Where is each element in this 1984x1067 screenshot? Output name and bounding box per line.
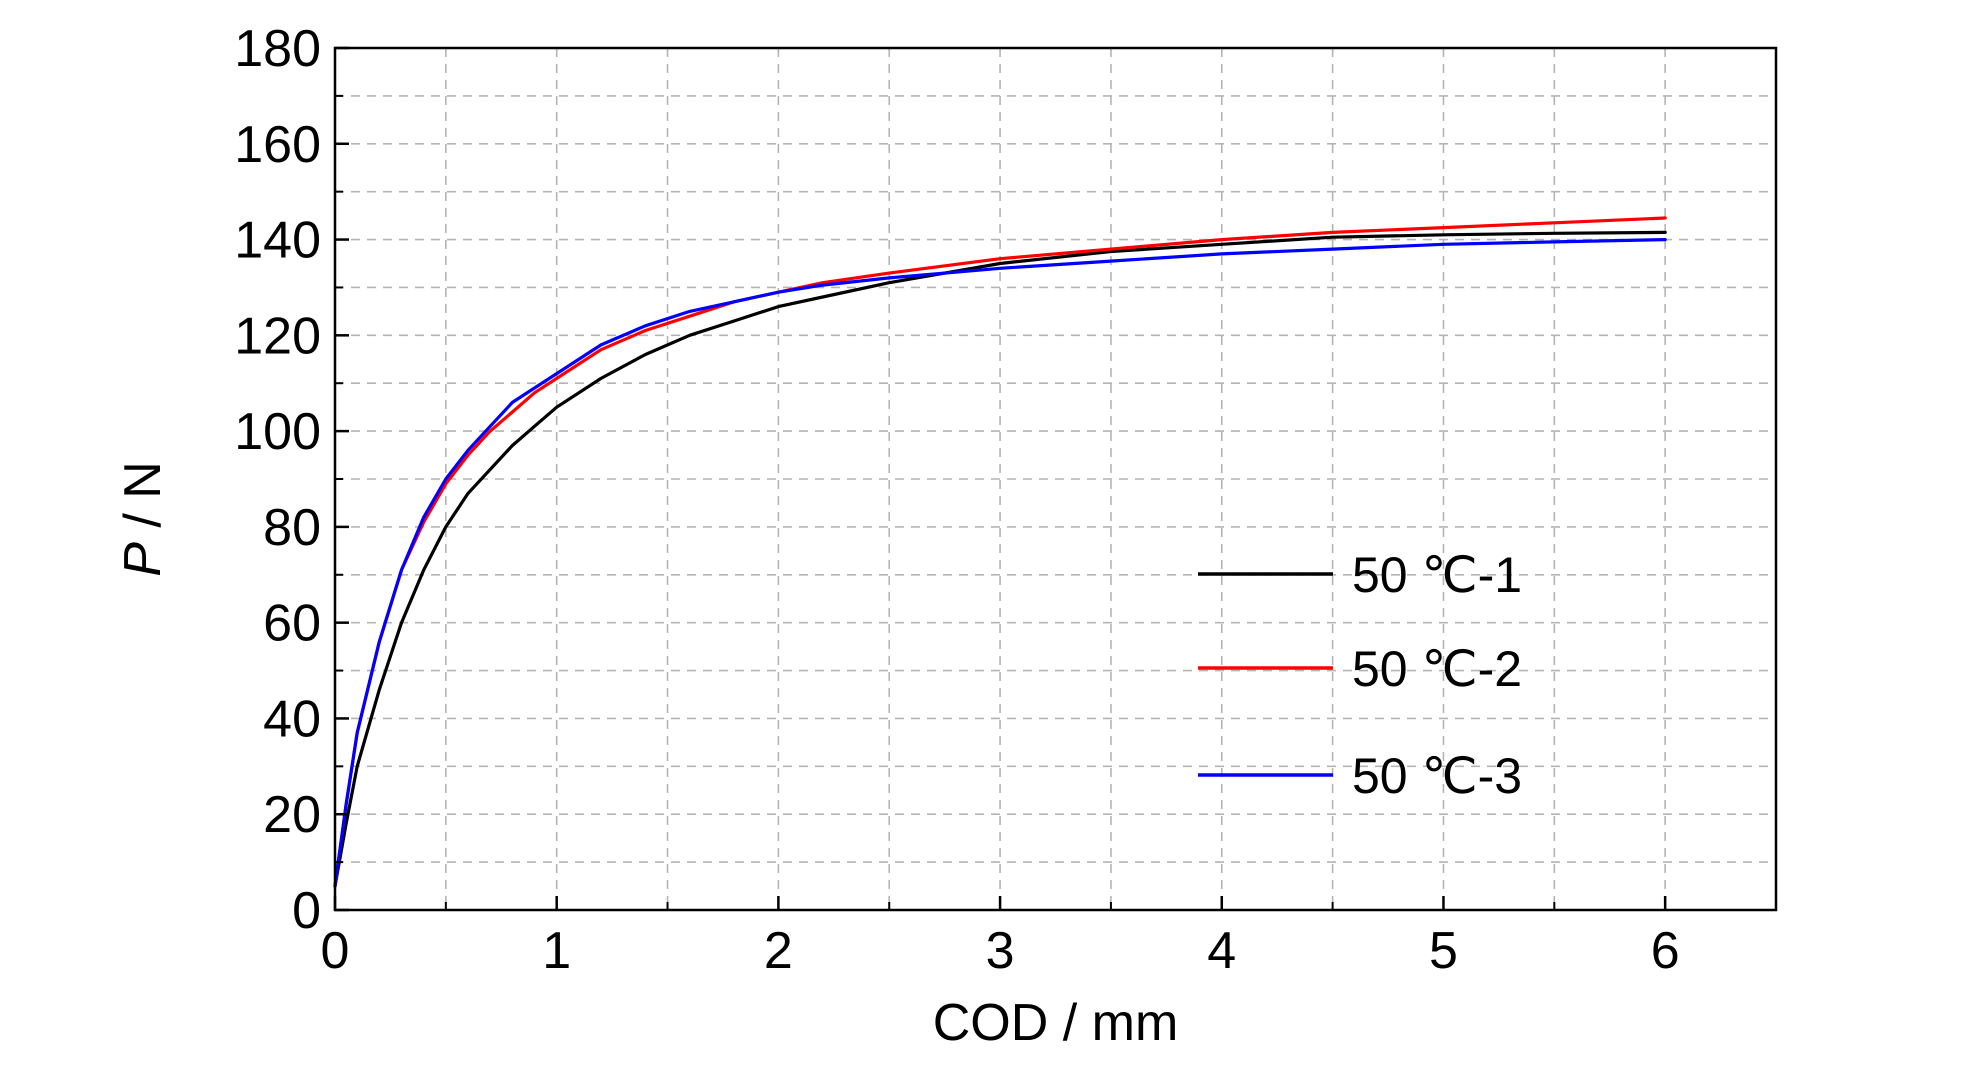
series-line-1 — [333, 230, 1667, 888]
x-axis-title: COD / mm — [933, 994, 1179, 1052]
series-line-3 — [333, 238, 1667, 888]
y-axis-title-symbol: P — [114, 542, 172, 577]
x-tick-label: 1 — [542, 922, 571, 980]
y-tick-label: 40 — [263, 690, 321, 748]
y-tick-label: 20 — [263, 786, 321, 844]
legend-label-2: 50 ℃-2 — [1352, 641, 1522, 697]
x-tick-label: 5 — [1429, 922, 1458, 980]
series-lines — [333, 216, 1667, 888]
y-tick-labels: 0 20 40 60 80 100 120 140 160 180 — [234, 20, 321, 940]
x-tick-label: 2 — [764, 922, 793, 980]
y-tick-label: 60 — [263, 595, 321, 653]
x-tick-label: 3 — [986, 922, 1015, 980]
axis-ticks — [333, 46, 1667, 912]
legend: 50 ℃-1 50 ℃-2 50 ℃-3 — [1198, 547, 1522, 804]
x-tick-labels: 0 1 2 3 4 5 6 — [321, 922, 1680, 980]
y-axis-title-unit: / N — [114, 461, 172, 542]
x-tick-label: 6 — [1651, 922, 1680, 980]
x-tick-label: 4 — [1207, 922, 1236, 980]
x-tick-label: 0 — [321, 922, 350, 980]
grid-lines — [335, 48, 1776, 910]
y-axis-title: P / N — [114, 461, 172, 577]
y-tick-label: 80 — [263, 499, 321, 557]
legend-label-1: 50 ℃-1 — [1352, 547, 1522, 603]
y-tick-label: 180 — [234, 20, 321, 78]
legend-label-3: 50 ℃-3 — [1352, 748, 1522, 804]
y-tick-label: 120 — [234, 307, 321, 365]
y-tick-label: 140 — [234, 212, 321, 270]
y-tick-label: 160 — [234, 116, 321, 174]
y-tick-label: 100 — [234, 403, 321, 461]
y-tick-label: 0 — [292, 882, 321, 940]
